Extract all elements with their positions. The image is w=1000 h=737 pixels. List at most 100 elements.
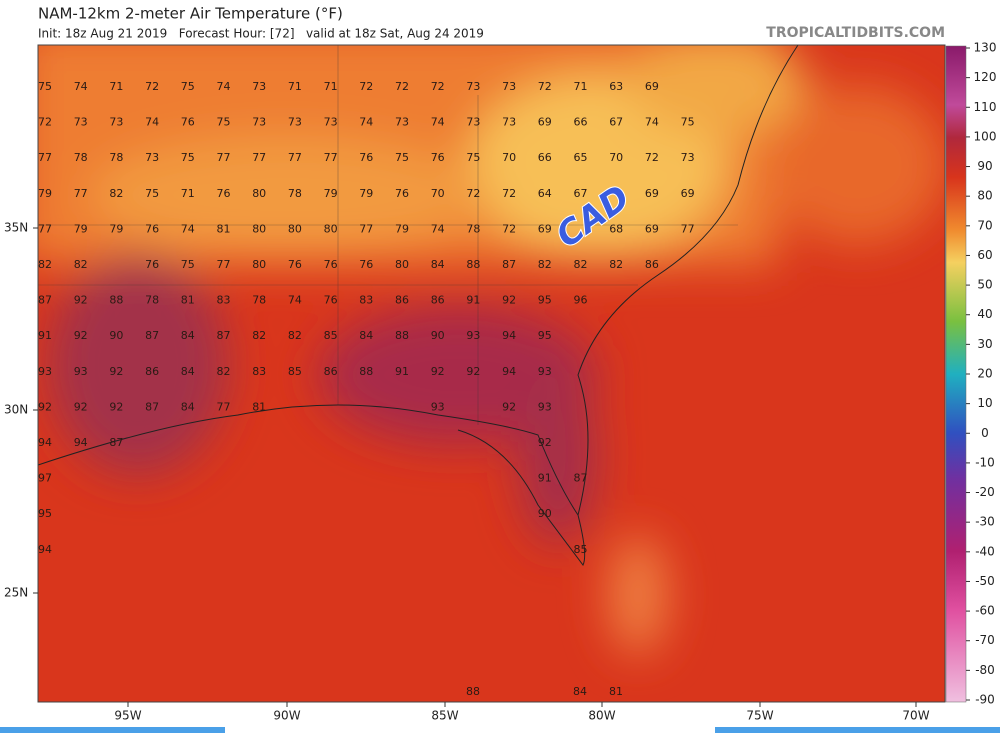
station-value: 86: [324, 365, 338, 378]
station-value: 80: [324, 222, 338, 235]
station-value: 87: [145, 400, 159, 413]
colorbar-label: 130: [974, 41, 997, 55]
station-value: 74: [288, 294, 302, 307]
station-value: 77: [217, 400, 231, 413]
station-value: 72: [466, 187, 480, 200]
station-value: 76: [145, 258, 159, 271]
station-value: 88: [466, 685, 480, 698]
station-value: 81: [181, 294, 195, 307]
station-value: 78: [252, 294, 266, 307]
station-value: 92: [74, 329, 88, 342]
colorbar-label: -70: [975, 633, 995, 647]
station-value: 96: [574, 294, 588, 307]
station-value: 80: [252, 222, 266, 235]
station-value: 73: [466, 80, 480, 93]
station-value: 83: [359, 294, 373, 307]
station-value: 79: [395, 222, 409, 235]
station-value: 69: [681, 187, 695, 200]
station-value: 75: [217, 116, 231, 129]
station-value: 66: [538, 151, 552, 164]
station-value: 79: [109, 222, 123, 235]
station-value: 74: [145, 116, 159, 129]
station-value: 72: [538, 80, 552, 93]
subtitle: Init: 18z Aug 21 2019 Forecast Hour: [72…: [38, 27, 484, 41]
station-value: 71: [181, 187, 195, 200]
station-value: 92: [538, 436, 552, 449]
station-value: 73: [466, 116, 480, 129]
station-value: 75: [145, 187, 159, 200]
station-value: 80: [288, 222, 302, 235]
station-value: 63: [609, 80, 623, 93]
station-value: 94: [38, 436, 52, 449]
station-value: 71: [109, 80, 123, 93]
footer-bar: [715, 727, 1000, 733]
station-value: 70: [431, 187, 445, 200]
station-value: 93: [38, 365, 52, 378]
colorbar: [945, 45, 967, 703]
station-value: 81: [217, 222, 231, 235]
colorbar-label: 0: [981, 426, 989, 440]
station-value: 81: [252, 400, 266, 413]
station-value: 91: [395, 365, 409, 378]
station-value: 76: [324, 258, 338, 271]
station-value: 70: [609, 151, 623, 164]
station-value: 91: [538, 472, 552, 485]
longitude-label: 80W: [588, 709, 615, 723]
colorbar-label: -40: [975, 544, 995, 558]
longitude-label: 70W: [902, 709, 929, 723]
station-value: 69: [645, 187, 659, 200]
station-value: 73: [502, 80, 516, 93]
station-value: 87: [38, 294, 52, 307]
station-value: 85: [324, 329, 338, 342]
station-value: 72: [145, 80, 159, 93]
station-value: 69: [538, 222, 552, 235]
station-value: 77: [38, 151, 52, 164]
station-value: 87: [574, 472, 588, 485]
station-value: 77: [288, 151, 302, 164]
station-value: 77: [324, 151, 338, 164]
station-value: 73: [252, 80, 266, 93]
colorbar-label: -30: [975, 515, 995, 529]
station-value: 72: [431, 80, 445, 93]
station-value: 74: [645, 116, 659, 129]
station-value: 77: [359, 222, 373, 235]
station-value: 77: [74, 187, 88, 200]
station-value: 93: [74, 365, 88, 378]
station-value: 84: [359, 329, 373, 342]
longitude-label: 90W: [273, 709, 300, 723]
station-value: 67: [609, 116, 623, 129]
station-value: 93: [538, 400, 552, 413]
station-value: 68: [609, 222, 623, 235]
colorbar-label: -50: [975, 574, 995, 588]
station-value: 74: [74, 80, 88, 93]
longitude-label: 75W: [746, 709, 773, 723]
station-value: 78: [145, 294, 159, 307]
station-value: 75: [181, 80, 195, 93]
station-value: 75: [466, 151, 480, 164]
station-value: 64: [538, 187, 552, 200]
station-value: 69: [538, 116, 552, 129]
station-value: 77: [681, 222, 695, 235]
station-value: 84: [181, 400, 195, 413]
station-value: 78: [288, 187, 302, 200]
colorbar-label: -90: [975, 693, 995, 707]
colorbar-label: -10: [975, 455, 995, 469]
station-value: 75: [38, 80, 52, 93]
station-value: 73: [681, 151, 695, 164]
longitude-label: 85W: [431, 709, 458, 723]
station-value: 76: [359, 151, 373, 164]
credit: TROPICALTIDBITS.COM: [766, 25, 945, 41]
station-value: 71: [288, 80, 302, 93]
station-value: 74: [217, 80, 231, 93]
station-value: 72: [359, 80, 373, 93]
colorbar-label: 100: [974, 129, 997, 143]
station-value: 73: [252, 116, 266, 129]
station-value: 86: [645, 258, 659, 271]
station-value: 82: [38, 258, 52, 271]
colorbar-label: 10: [977, 396, 992, 410]
station-value: 90: [538, 507, 552, 520]
station-value: 75: [681, 116, 695, 129]
station-value: 76: [395, 187, 409, 200]
station-value: 87: [109, 436, 123, 449]
colorbar-label: 20: [977, 367, 992, 381]
